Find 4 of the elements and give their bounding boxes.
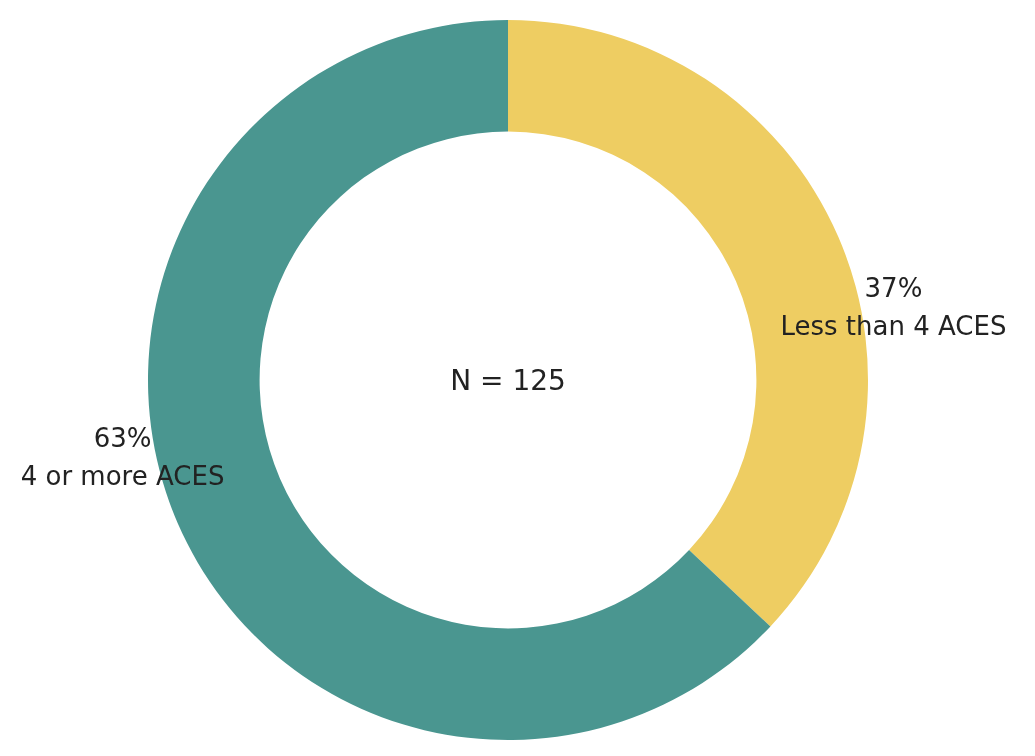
text: N = 125 <box>450 364 566 397</box>
data-label: 63% <box>93 423 152 454</box>
donut-slice <box>148 20 771 740</box>
data-label: 37% <box>864 272 923 303</box>
